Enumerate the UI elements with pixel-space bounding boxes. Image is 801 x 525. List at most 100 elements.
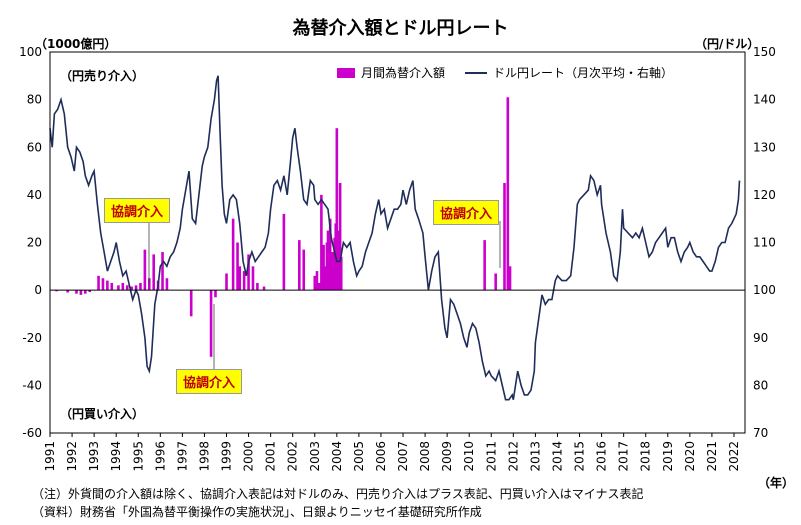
intervention-bar [313, 275, 317, 291]
x-tick-label: 2003 [308, 441, 322, 472]
x-tick-label: 1993 [87, 441, 101, 472]
left-tick-label: 20 [27, 236, 42, 250]
x-tick-label: 2017 [617, 441, 631, 472]
intervention-bar [262, 286, 266, 291]
intervention-bar [508, 266, 512, 291]
left-tick-label: 40 [27, 188, 42, 202]
x-tick-label: 2022 [727, 441, 741, 472]
intervention-bar [79, 290, 83, 295]
intervention-bar [315, 271, 319, 291]
footnote-source: （資料）財務省「外国為替平衡操作の実施状況」、日銀よりニッセイ基礎研究所作成 [32, 505, 482, 519]
x-tick-label: 2015 [573, 441, 587, 472]
callout-coordinated-1998: 協調介入 [176, 369, 243, 394]
intervention-bar [84, 290, 87, 294]
callout-leader-lines [148, 219, 501, 369]
right-tick-label: 150 [753, 45, 776, 59]
footnote-note: （注）外貨間の介入額は除く、協調介入表記は対ドルのみ、円売り介入はプラス表記、円… [32, 487, 644, 501]
intervention-bar [231, 218, 235, 291]
intervention-bar [317, 282, 321, 291]
x-tick-label: 2008 [418, 441, 432, 472]
intervention-bar [251, 266, 255, 291]
intervention-bar [101, 278, 105, 291]
intervention-bar [152, 254, 155, 291]
intervention-bar [483, 240, 486, 291]
x-tick-label: 2013 [528, 441, 542, 472]
intervention-bar [247, 254, 250, 291]
left-tick-label: -20 [22, 331, 42, 345]
annotation-yen-buying: （円買い介入） [60, 407, 145, 421]
legend-label-bars: 月間為替介入額 [361, 66, 446, 80]
intervention-bar [236, 242, 239, 291]
intervention-bar [189, 290, 193, 317]
intervention-bar [335, 128, 339, 291]
intervention-bar [256, 282, 259, 291]
left-tick-label: 60 [27, 140, 42, 154]
intervention-bar [66, 290, 69, 293]
intervention-bar [97, 275, 100, 291]
intervention-bar [125, 285, 129, 291]
intervention-bar [506, 97, 510, 291]
right-axis-unit: （円/ドル） [695, 37, 760, 51]
intervention-bar [238, 266, 242, 291]
intervention-bar [320, 194, 323, 291]
x-tick-label: 2002 [286, 441, 300, 472]
left-tick-label: 0 [34, 283, 42, 297]
line-series-yen-rate [49, 75, 741, 401]
intervention-bar [165, 278, 169, 291]
plot-frame [49, 51, 746, 434]
legend-label-line: ドル円レート（月次平均・右軸） [493, 66, 674, 80]
intervention-bar [106, 280, 109, 291]
intervention-bar [242, 271, 246, 291]
intervention-bar [88, 290, 92, 293]
x-tick-label: 1994 [109, 441, 123, 472]
left-axis-unit: （1000億円） [35, 37, 117, 51]
intervention-bar [130, 286, 133, 291]
intervention-bar [302, 249, 306, 291]
x-tick-label: 1999 [220, 441, 234, 472]
x-tick-label: 2018 [639, 441, 653, 472]
intervention-bar [331, 252, 334, 291]
intervention-bar [139, 282, 142, 291]
right-tick-label: 140 [753, 93, 776, 107]
intervention-bar [225, 273, 228, 291]
x-tick-label: 2009 [440, 441, 454, 472]
right-tick-label: 110 [753, 236, 776, 250]
legend-line-swatch [465, 71, 488, 74]
x-tick-label: 1995 [131, 441, 145, 472]
x-tick-label: 1997 [175, 441, 189, 472]
intervention-bar [503, 182, 506, 291]
right-tick-label: 100 [753, 283, 776, 297]
x-tick-label: 2006 [374, 441, 388, 472]
x-tick-label: 2019 [661, 441, 675, 472]
intervention-bar [339, 256, 343, 291]
x-tick-label: 1998 [197, 441, 211, 472]
x-tick-label: 2007 [396, 441, 410, 472]
intervention-bar [121, 282, 125, 291]
intervention-bar [326, 230, 330, 291]
x-tick-label: 2016 [595, 441, 609, 472]
x-tick-label: 1991 [43, 441, 57, 472]
intervention-bar [298, 240, 301, 291]
intervention-bar [55, 290, 58, 292]
intervention-bar [209, 290, 213, 357]
right-tick-label: 90 [753, 331, 768, 345]
intervention-bar [338, 182, 342, 291]
legend-bar-swatch [337, 67, 355, 78]
intervention-bar [322, 244, 325, 291]
annotation-yen-selling: （円売り介入） [60, 69, 145, 83]
x-tick-label: 2004 [330, 441, 344, 472]
intervention-bar [328, 218, 332, 291]
intervention-bar [117, 285, 120, 291]
x-tick-label: 2021 [705, 441, 719, 472]
right-tick-label: 130 [753, 140, 776, 154]
x-tick-label: 2014 [550, 441, 564, 472]
left-tick-label: 80 [27, 93, 42, 107]
x-tick-label: 1996 [153, 441, 167, 472]
x-tick-label: 2020 [683, 441, 697, 472]
intervention-bar [282, 213, 286, 291]
right-tick-label: 70 [753, 426, 768, 440]
x-tick-label: 2001 [264, 441, 278, 472]
intervention-bar [161, 252, 164, 291]
right-tick-label: 80 [753, 378, 768, 392]
x-tick-label: 1992 [65, 441, 79, 472]
